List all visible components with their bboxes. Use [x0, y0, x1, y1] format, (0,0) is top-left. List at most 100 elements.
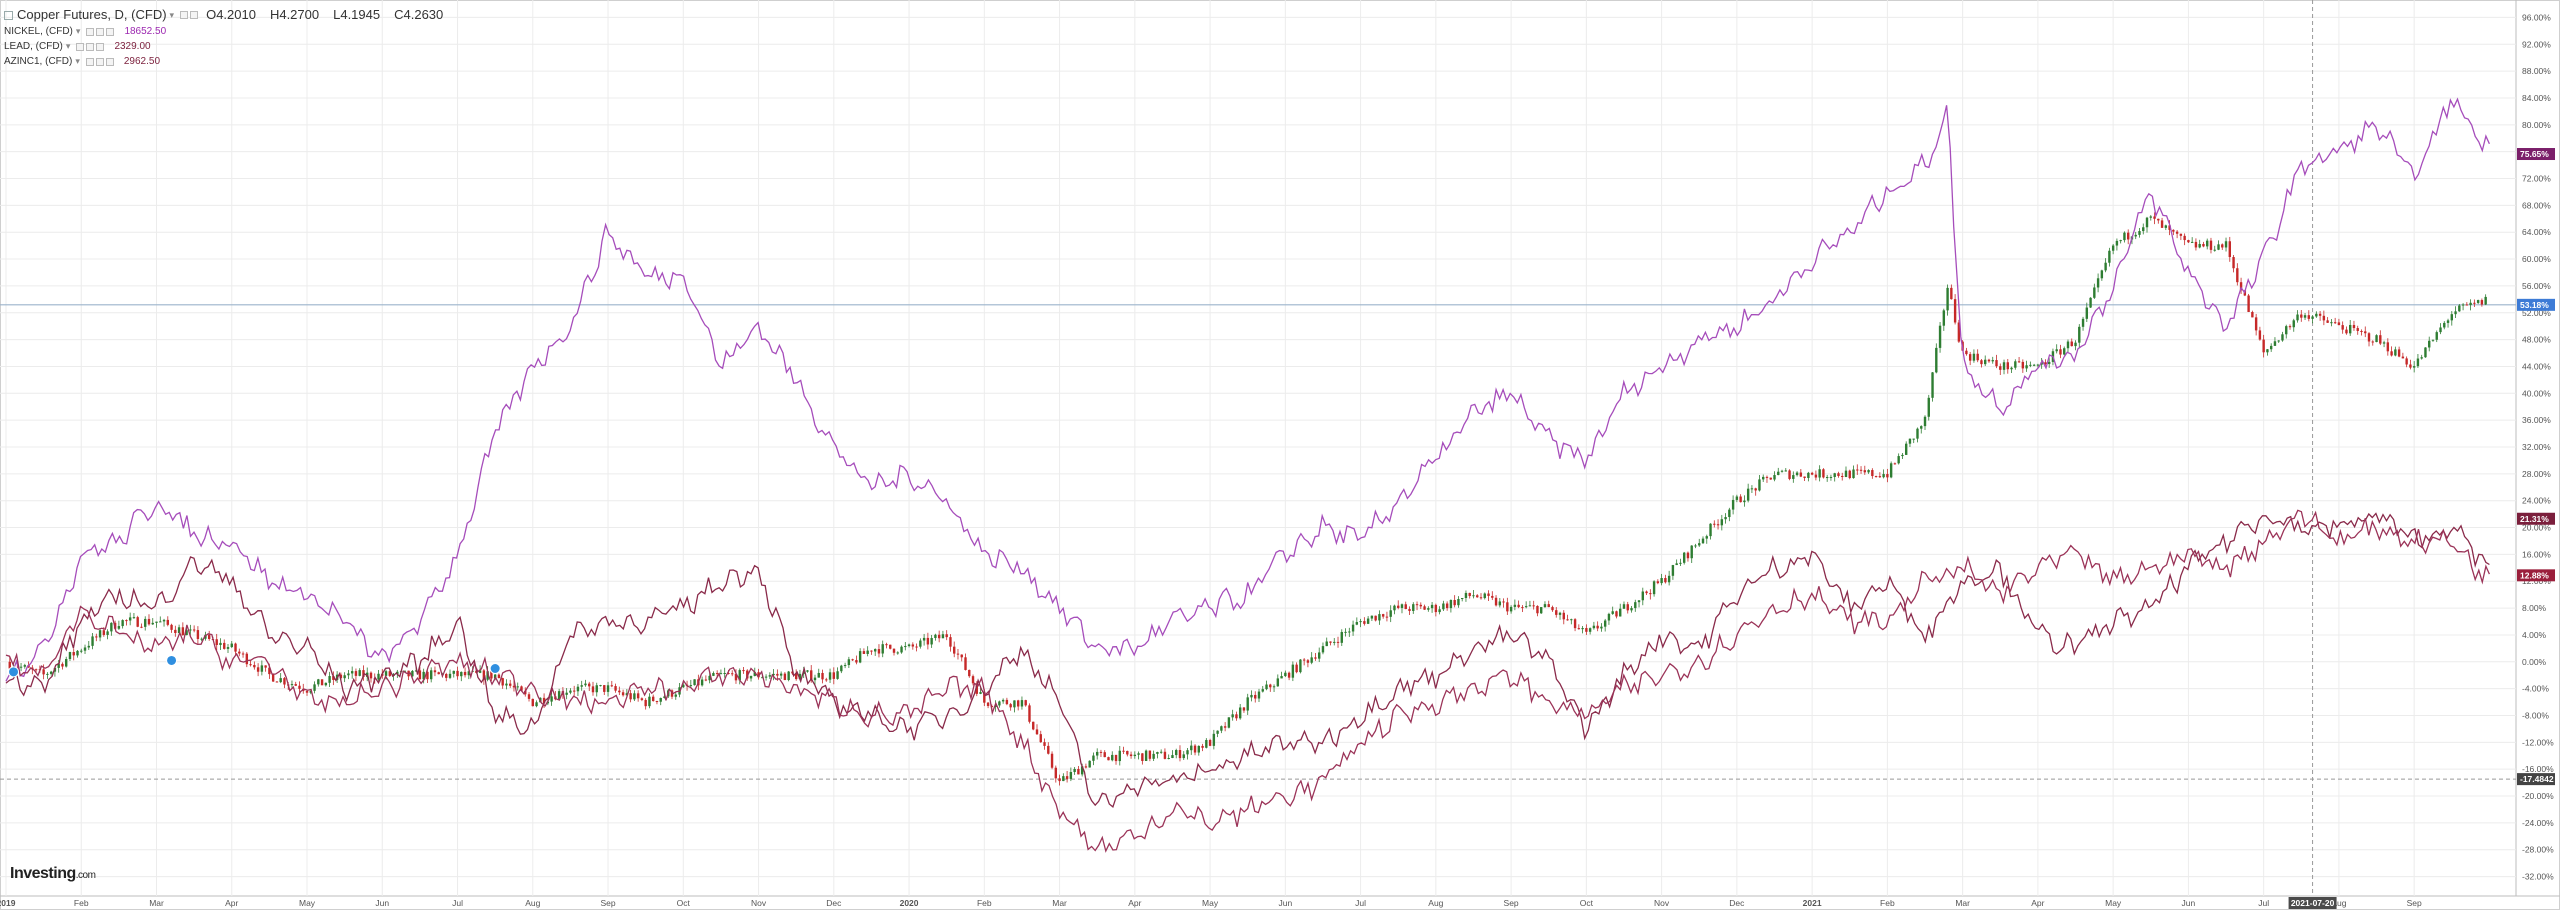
candle-body	[1366, 618, 1370, 624]
candle-body	[223, 642, 226, 649]
candle-body	[2345, 329, 2348, 334]
collapse-toggle-icon[interactable]	[4, 10, 13, 20]
candle-body	[1231, 714, 1234, 718]
candle-body	[2273, 341, 2277, 346]
candle-body	[873, 649, 877, 652]
candle-body	[42, 669, 45, 675]
candle-body	[1355, 622, 1359, 625]
candle-body	[219, 642, 222, 646]
candle-body	[1588, 628, 1592, 632]
candle-body	[1976, 353, 1979, 361]
settings-icon[interactable]	[86, 27, 95, 36]
x-tick-label: Aug	[1428, 898, 1443, 908]
close-icon[interactable]	[105, 57, 114, 66]
chevron-down-icon[interactable]: ▾	[169, 10, 175, 20]
candle-body	[1208, 740, 1212, 746]
candle-body	[2382, 342, 2386, 344]
candle-body	[1694, 545, 1697, 547]
legend-main-row[interactable]: Copper Futures, D, (CFD) ▾ O4.2010 H4.27…	[4, 6, 451, 24]
candle-body	[1573, 619, 1577, 629]
visibility-icon[interactable]	[86, 42, 95, 51]
y-tick-label: 36.00%	[2522, 415, 2551, 425]
candle-body	[1893, 463, 1897, 465]
settings-icon[interactable]	[76, 42, 85, 51]
candle-body	[1660, 578, 1663, 584]
candle-body	[1314, 657, 1317, 659]
candle-body	[1321, 646, 1325, 653]
candle-body	[2386, 342, 2390, 352]
y-tick-label: 44.00%	[2522, 361, 2551, 371]
y-tick-label: 24.00%	[2522, 496, 2551, 506]
y-tick-label: 84.00%	[2522, 93, 2551, 103]
candle-body	[418, 670, 422, 680]
candle-body	[1223, 726, 1227, 728]
candle-body	[2100, 270, 2104, 279]
candle-body	[1378, 614, 1381, 621]
x-tick-label: May	[299, 898, 316, 908]
candle-body	[2300, 314, 2303, 318]
candle-body	[509, 683, 512, 686]
candle-body	[478, 670, 482, 673]
candle-body	[1652, 581, 1656, 595]
legend-row-nickel[interactable]: NICKEL, (CFD) ▾ 18652.50	[4, 24, 451, 39]
candle-body	[505, 683, 508, 686]
candle-body	[2296, 314, 2299, 321]
price-tag-box	[2517, 298, 2555, 311]
x-axis[interactable]: 2019 Feb Mar Apr May Jun Jul Aug Sep Oct Nov Dec 202…	[0, 897, 2422, 909]
legend-row-azinc1[interactable]: AZINC1, (CFD) ▾ 2962.50	[4, 54, 451, 69]
price-tag-box	[2517, 512, 2555, 525]
candle-body	[843, 665, 847, 667]
candle-body	[189, 629, 192, 631]
series-name-label: LEAD, (CFD)	[4, 41, 63, 52]
candle-body	[1731, 499, 1735, 510]
candle-body	[761, 677, 764, 679]
candle-body	[1201, 745, 1204, 748]
y-axis[interactable]: 96.00%92.00%88.00%84.00%80.00%76.00%72.0…	[2522, 12, 2554, 881]
candle-body	[1649, 593, 1652, 595]
candle-body	[1333, 641, 1336, 643]
close-icon[interactable]	[106, 27, 115, 36]
settings-icon[interactable]	[180, 11, 189, 19]
candle-body	[1453, 599, 1456, 606]
candle-body	[1088, 760, 1091, 768]
candle-body	[1415, 604, 1419, 606]
candle-body	[279, 678, 282, 683]
x-tick-label: Dec	[1729, 898, 1745, 908]
y-tick-label: 40.00%	[2522, 388, 2551, 398]
candle-body	[1984, 359, 1987, 365]
candle-body	[2258, 330, 2262, 340]
candle-body	[2367, 333, 2371, 342]
candle-body	[1765, 476, 1769, 478]
legend-row-lead[interactable]: LEAD, (CFD) ▾ 2329.00	[4, 39, 451, 54]
candle-body	[1438, 609, 1441, 613]
candle-body	[155, 621, 158, 623]
candle-body	[1521, 607, 1524, 609]
visibility-icon[interactable]	[96, 27, 105, 36]
visibility-icon[interactable]	[95, 57, 104, 66]
cursor-date-tag	[2288, 897, 2337, 909]
close-icon[interactable]	[96, 42, 105, 51]
candle-body	[106, 631, 109, 635]
main-symbol-label: Copper Futures, D, (CFD)	[17, 7, 167, 22]
candle-body	[1412, 604, 1415, 611]
candle-body	[670, 690, 674, 697]
chevron-down-icon[interactable]: ▾	[65, 41, 71, 51]
chevron-down-icon[interactable]: ▾	[75, 26, 81, 36]
candle-body	[535, 702, 538, 707]
candle-body	[1784, 470, 1787, 472]
candle-body	[1114, 754, 1118, 762]
candle-body	[1754, 488, 1757, 491]
candle-body	[1449, 599, 1453, 609]
candle-body	[1043, 742, 1046, 746]
settings-icon[interactable]	[85, 57, 94, 66]
candle-body	[2352, 324, 2356, 329]
candle-body	[1566, 619, 1569, 621]
series-line-lead	[5, 512, 2490, 808]
candle-body	[2318, 313, 2322, 316]
chevron-down-icon[interactable]: ▾	[75, 56, 80, 66]
candle-body	[1152, 753, 1155, 759]
candle-body	[1084, 766, 1088, 768]
candle-body	[1814, 474, 1818, 478]
visibility-icon[interactable]	[190, 11, 199, 19]
